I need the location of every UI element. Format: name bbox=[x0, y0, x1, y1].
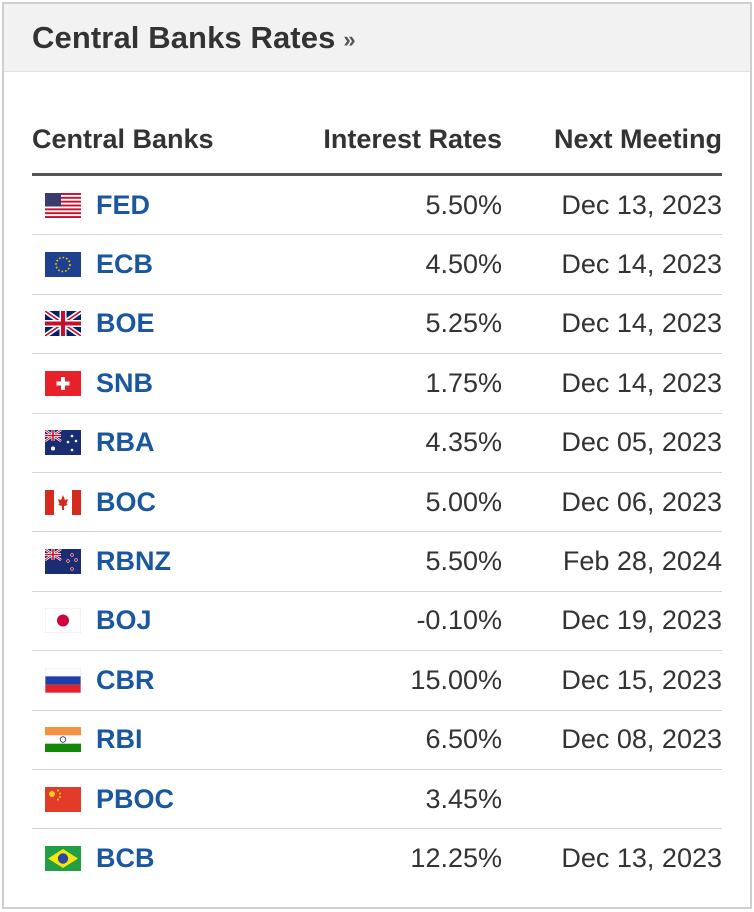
widget-title[interactable]: Central Banks Rates bbox=[32, 19, 336, 55]
table-row: PBOC 3.45% bbox=[32, 770, 722, 830]
bank-cell: ECB bbox=[32, 249, 292, 280]
interest-rate-value: 4.50% bbox=[425, 249, 502, 280]
bank-cell: BOJ bbox=[32, 605, 292, 636]
bank-cell: RBA bbox=[32, 427, 292, 458]
table-row: BOJ -0.10% Dec 19, 2023 bbox=[32, 592, 722, 652]
widget-header[interactable]: Central Banks Rates » bbox=[4, 4, 750, 72]
next-meeting-value: Dec 05, 2023 bbox=[561, 427, 722, 458]
table-body: FED 5.50% Dec 13, 2023 ECB 4.50% Dec 14, 2023… bbox=[32, 176, 722, 889]
ru-flag-icon bbox=[45, 667, 81, 693]
table-row: CBR 15.00% Dec 15, 2023 bbox=[32, 651, 722, 711]
next-meeting-value: Feb 28, 2024 bbox=[562, 546, 722, 577]
interest-rate-value: 6.50% bbox=[425, 724, 502, 755]
bank-link-bcb[interactable]: BCB bbox=[96, 843, 155, 874]
bank-cell: RBNZ bbox=[32, 546, 292, 577]
next-meeting-value: Dec 15, 2023 bbox=[561, 664, 722, 695]
bank-cell: SNB bbox=[32, 368, 292, 399]
next-meeting-value: Dec 06, 2023 bbox=[561, 486, 722, 517]
double-chevron-right-icon[interactable]: » bbox=[343, 26, 356, 52]
next-meeting-value: Dec 13, 2023 bbox=[561, 189, 722, 220]
column-header-central-banks: Central Banks bbox=[32, 124, 214, 154]
eu-flag-icon bbox=[45, 252, 81, 278]
column-header-next-meeting: Next Meeting bbox=[553, 124, 722, 154]
in-flag-icon bbox=[45, 727, 81, 753]
next-meeting-value: Dec 14, 2023 bbox=[561, 249, 722, 280]
table-row: BCB 12.25% Dec 13, 2023 bbox=[32, 829, 722, 888]
ch-flag-icon bbox=[45, 370, 81, 396]
nz-flag-icon bbox=[45, 549, 81, 575]
bank-cell: CBR bbox=[32, 665, 292, 696]
bank-link-snb[interactable]: SNB bbox=[96, 367, 154, 398]
interest-rate-value: 5.50% bbox=[425, 546, 502, 577]
bank-cell: BOC bbox=[32, 487, 292, 518]
interest-rate-value: 5.25% bbox=[425, 308, 502, 339]
table-row: SNB 1.75% Dec 14, 2023 bbox=[32, 354, 722, 414]
next-meeting-value: Dec 08, 2023 bbox=[561, 724, 722, 755]
next-meeting-value: Dec 19, 2023 bbox=[561, 605, 722, 636]
br-flag-icon bbox=[45, 846, 81, 872]
column-header-interest-rates: Interest Rates bbox=[323, 124, 502, 154]
cn-flag-icon bbox=[45, 786, 81, 812]
bank-link-rba[interactable]: RBA bbox=[96, 427, 155, 458]
uk-flag-icon bbox=[45, 311, 81, 337]
bank-link-cbr[interactable]: CBR bbox=[96, 664, 155, 695]
interest-rate-value: 1.75% bbox=[425, 367, 502, 398]
bank-link-rbnz[interactable]: RBNZ bbox=[96, 546, 171, 577]
table-row: ECB 4.50% Dec 14, 2023 bbox=[32, 235, 722, 295]
table-row: RBI 6.50% Dec 08, 2023 bbox=[32, 711, 722, 770]
table-row: BOE 5.25% Dec 14, 2023 bbox=[32, 295, 722, 355]
next-meeting-value: Dec 13, 2023 bbox=[561, 843, 722, 874]
au-flag-icon bbox=[45, 430, 81, 456]
ca-flag-icon bbox=[45, 489, 81, 515]
interest-rate-value: 15.00% bbox=[410, 664, 502, 695]
bank-cell: BCB bbox=[32, 843, 292, 874]
table-row: FED 5.50% Dec 13, 2023 bbox=[32, 176, 722, 236]
interest-rate-value: 3.45% bbox=[425, 783, 502, 814]
table-row: RBNZ 5.50% Feb 28, 2024 bbox=[32, 532, 722, 592]
bank-link-ecb[interactable]: ECB bbox=[96, 249, 154, 280]
bank-link-fed[interactable]: FED bbox=[96, 189, 150, 220]
bank-link-rbi[interactable]: RBI bbox=[96, 724, 143, 755]
interest-rate-value: 4.35% bbox=[425, 427, 502, 458]
bank-link-boj[interactable]: BOJ bbox=[96, 605, 152, 636]
next-meeting-value: Dec 14, 2023 bbox=[561, 308, 722, 339]
interest-rate-value: 12.25% bbox=[410, 843, 502, 874]
bank-cell: FED bbox=[32, 190, 292, 221]
bank-cell: PBOC bbox=[32, 784, 292, 815]
bank-link-pboc[interactable]: PBOC bbox=[96, 783, 175, 814]
bank-cell: RBI bbox=[32, 724, 292, 755]
interest-rate-value: 5.50% bbox=[425, 189, 502, 220]
next-meeting-value: Dec 14, 2023 bbox=[561, 367, 722, 398]
interest-rate-value: 5.00% bbox=[425, 486, 502, 517]
table-row: RBA 4.35% Dec 05, 2023 bbox=[32, 414, 722, 473]
table-header: Central Banks Interest Rates Next Meetin… bbox=[32, 106, 722, 176]
bank-cell: BOE bbox=[32, 308, 292, 339]
us-flag-icon bbox=[45, 192, 81, 218]
jp-flag-icon bbox=[45, 608, 81, 634]
table-row: BOC 5.00% Dec 06, 2023 bbox=[32, 473, 722, 533]
rates-table: Central Banks Interest Rates Next Meetin… bbox=[32, 106, 722, 889]
bank-link-boe[interactable]: BOE bbox=[96, 308, 155, 339]
interest-rate-value: -0.10% bbox=[416, 605, 502, 636]
bank-link-boc[interactable]: BOC bbox=[96, 486, 156, 517]
